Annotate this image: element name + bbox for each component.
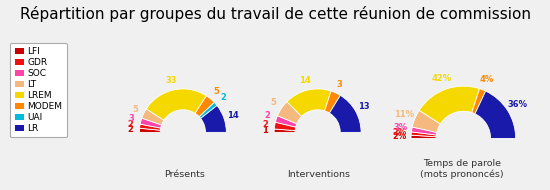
Wedge shape [472,89,486,114]
Text: 14: 14 [299,76,311,85]
Text: 2%: 2% [393,128,407,137]
Text: 13: 13 [358,102,370,111]
Text: 2: 2 [127,125,133,134]
Wedge shape [146,89,206,120]
Text: 5: 5 [271,98,277,107]
Wedge shape [329,95,361,132]
Text: 11%: 11% [394,109,415,119]
Wedge shape [475,91,516,139]
Wedge shape [195,96,215,117]
Wedge shape [419,86,480,124]
Wedge shape [412,110,441,132]
Wedge shape [199,102,217,118]
Text: Présents: Présents [164,170,205,179]
Text: Temps de parole
(mots prononcés): Temps de parole (mots prononcés) [420,159,504,179]
Wedge shape [411,135,436,139]
Text: 3: 3 [129,114,135,123]
Text: 14: 14 [227,111,239,120]
Wedge shape [139,128,161,132]
Text: 2%: 2% [393,132,406,141]
Text: 33: 33 [166,76,177,85]
Wedge shape [274,122,296,131]
Wedge shape [274,129,295,132]
Text: 42%: 42% [432,74,452,83]
Text: 2: 2 [262,120,268,129]
Wedge shape [324,91,340,113]
Wedge shape [142,109,164,125]
Text: 5: 5 [214,87,219,96]
Wedge shape [277,102,301,124]
Text: Interventions: Interventions [288,170,350,179]
Wedge shape [140,124,161,130]
Text: 2: 2 [264,112,270,120]
Wedge shape [201,105,227,132]
Wedge shape [411,127,437,135]
Legend: LFI, GDR, SOC, LT, LREM, MODEM, UAI, LR: LFI, GDR, SOC, LT, LREM, MODEM, UAI, LR [10,43,67,137]
Wedge shape [411,132,436,137]
Text: 2: 2 [220,93,226,102]
Text: 4%: 4% [480,75,494,84]
Text: 3%: 3% [393,123,408,132]
Text: 2: 2 [128,120,133,129]
Text: 3: 3 [337,80,343,89]
Wedge shape [276,116,297,127]
Text: 1: 1 [262,126,267,135]
Wedge shape [140,118,162,128]
Text: 36%: 36% [507,100,527,109]
Wedge shape [287,89,331,116]
Text: 5: 5 [132,105,138,114]
Text: Répartition par groupes du travail de cette réunion de commission: Répartition par groupes du travail de ce… [19,6,531,22]
